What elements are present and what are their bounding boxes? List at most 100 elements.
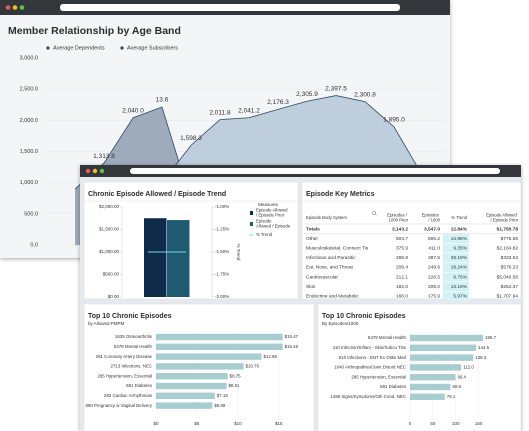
data-label: $7.18 [217, 393, 229, 398]
minimize-button[interactable] [12, 5, 18, 10]
trend-cell [443, 262, 469, 272]
category-label: 5478 Mental Health [114, 344, 153, 349]
bar [410, 364, 462, 371]
bar [410, 344, 477, 351]
y-tick-label: 1,500.0 [20, 149, 38, 155]
table-cell: 29.19% [451, 255, 468, 261]
data-label: $8.61 [228, 383, 240, 388]
table-cell: 375.9 [396, 245, 408, 251]
table-cell: 14.96% [451, 236, 468, 242]
y2-tick-label: -1.25% [215, 227, 229, 232]
y-tick-label: $1,500.00 [99, 227, 120, 232]
category-label: 2713 Infections, NEC [111, 364, 153, 369]
x-tick-label: $5 [194, 421, 200, 426]
search-icon[interactable] [374, 213, 377, 216]
bar [410, 334, 484, 342]
table-cell: 3,547.0 [424, 226, 440, 232]
trend-cell [443, 243, 469, 253]
table-cell: 212.1 [396, 274, 408, 280]
data-label: $15.46 [285, 344, 299, 349]
row-label: Endocrine and Metabolic [306, 293, 359, 299]
table-cell: 209.4 [396, 265, 408, 271]
table-cell: $1,750.78 [497, 226, 519, 232]
data-label: 2,300.8 [354, 91, 376, 98]
category-label: 581 Diabetes [126, 383, 153, 388]
x-tick-label: $0 [153, 421, 159, 426]
data-label: 2,011.8 [209, 109, 231, 116]
data-label: $10.70 [246, 364, 260, 369]
y-tick-label: 500.0 [24, 211, 38, 217]
trend-cell [443, 282, 469, 292]
close-button[interactable] [5, 5, 11, 10]
category-label: 890 Pregnancy w Vaginal Delivery [85, 403, 152, 408]
panel [83, 181, 299, 300]
table-cell: $1,707.94 [497, 293, 519, 299]
trend-cell [443, 224, 469, 234]
table-cell: $2,164.82 [497, 245, 519, 251]
y2-tick-label: -1.75% [215, 272, 229, 277]
close-button[interactable] [85, 168, 91, 174]
panel-title: Chronic Episode Allowed / Episode Trend [88, 191, 226, 198]
legend-marker [46, 46, 50, 50]
address-bar[interactable] [130, 168, 500, 174]
y-tick-label: $1,000.00 [99, 249, 120, 254]
x-tick-label: 0 [409, 421, 412, 426]
category-label: 285 Hypertension, Essential [351, 374, 406, 379]
trend-cell [443, 291, 469, 301]
panel-title: Episode Key Metrics [306, 191, 375, 198]
data-label: 88.6 [453, 384, 462, 389]
table-cell: $576.23 [501, 265, 519, 271]
data-label: 2,041.2 [238, 107, 260, 114]
data-label: $12.88 [263, 354, 277, 359]
category-label: 410 Infection/Inflam - Skin/Subcu Tiss [333, 345, 407, 350]
table-cell: 5.97% [453, 293, 467, 299]
data-label: 144.5 [478, 345, 490, 350]
table-cell: $333.53 [501, 255, 519, 261]
column-header: Episodes / 1000 [422, 213, 441, 223]
column-header: Episodes / 1000 Prior [387, 213, 408, 223]
bar [156, 382, 227, 390]
minimize-button[interactable] [92, 168, 98, 174]
legend-label: % Trend [256, 232, 273, 237]
data-label: 2,176.3 [267, 99, 289, 106]
panel-title: Top 10 Chronic Episodes [322, 313, 406, 320]
y-tick-label: 2,500.0 [20, 87, 38, 93]
table-cell: 226.5 [428, 274, 440, 280]
table-cell: 604.7 [396, 236, 408, 242]
row-label: Musculoskeletal, Connect Tis [306, 245, 369, 251]
table-cell: 19.24% [451, 265, 468, 271]
row-label: Ear, Nose, and Throat [306, 265, 354, 271]
data-label: 2,040.0 [122, 108, 144, 115]
trend-cell [443, 272, 469, 282]
category-label: 610 Infections - ENT Ex Otitis Med [339, 355, 407, 360]
front-window: Chronic Episode Allowed / Episode Trend … [80, 165, 522, 431]
search-icon[interactable] [372, 211, 376, 215]
x-tick-label: $10 [234, 421, 242, 426]
maximize-button[interactable] [99, 168, 105, 174]
bar [410, 383, 451, 391]
trend-cell [443, 253, 469, 263]
column-header: Episode Allowed / Episode Prior [486, 213, 519, 223]
x-tick-label: 50 [430, 421, 436, 426]
y-tick-label: 2,000.0 [20, 118, 38, 124]
panel-subtitle: by Allowed PMPM [88, 321, 125, 326]
legend-label: Average Dependents [53, 45, 105, 51]
table-cell: 206.0 [428, 284, 440, 290]
bar [156, 373, 228, 380]
table-cell: 249.6 [428, 265, 440, 271]
address-bar[interactable] [60, 4, 400, 11]
y2-tick-label: -2.00% [215, 294, 229, 299]
table-cell: 12.84% [451, 226, 468, 232]
legend-title: Measures [258, 202, 279, 207]
y-tick-label: 0.0 [30, 242, 38, 248]
data-label: 1,313.8 [93, 153, 115, 160]
table-cell: 3,143.2 [392, 226, 408, 232]
bar [144, 218, 167, 297]
maximize-button[interactable] [19, 5, 25, 10]
y2-tick-label: -1.50% [215, 249, 229, 254]
data-label: $15.47 [285, 334, 299, 339]
category-label: 1635 Osteoarthritis [115, 334, 153, 339]
y-tick-label: 3,000.0 [20, 55, 38, 61]
bar [156, 333, 283, 341]
